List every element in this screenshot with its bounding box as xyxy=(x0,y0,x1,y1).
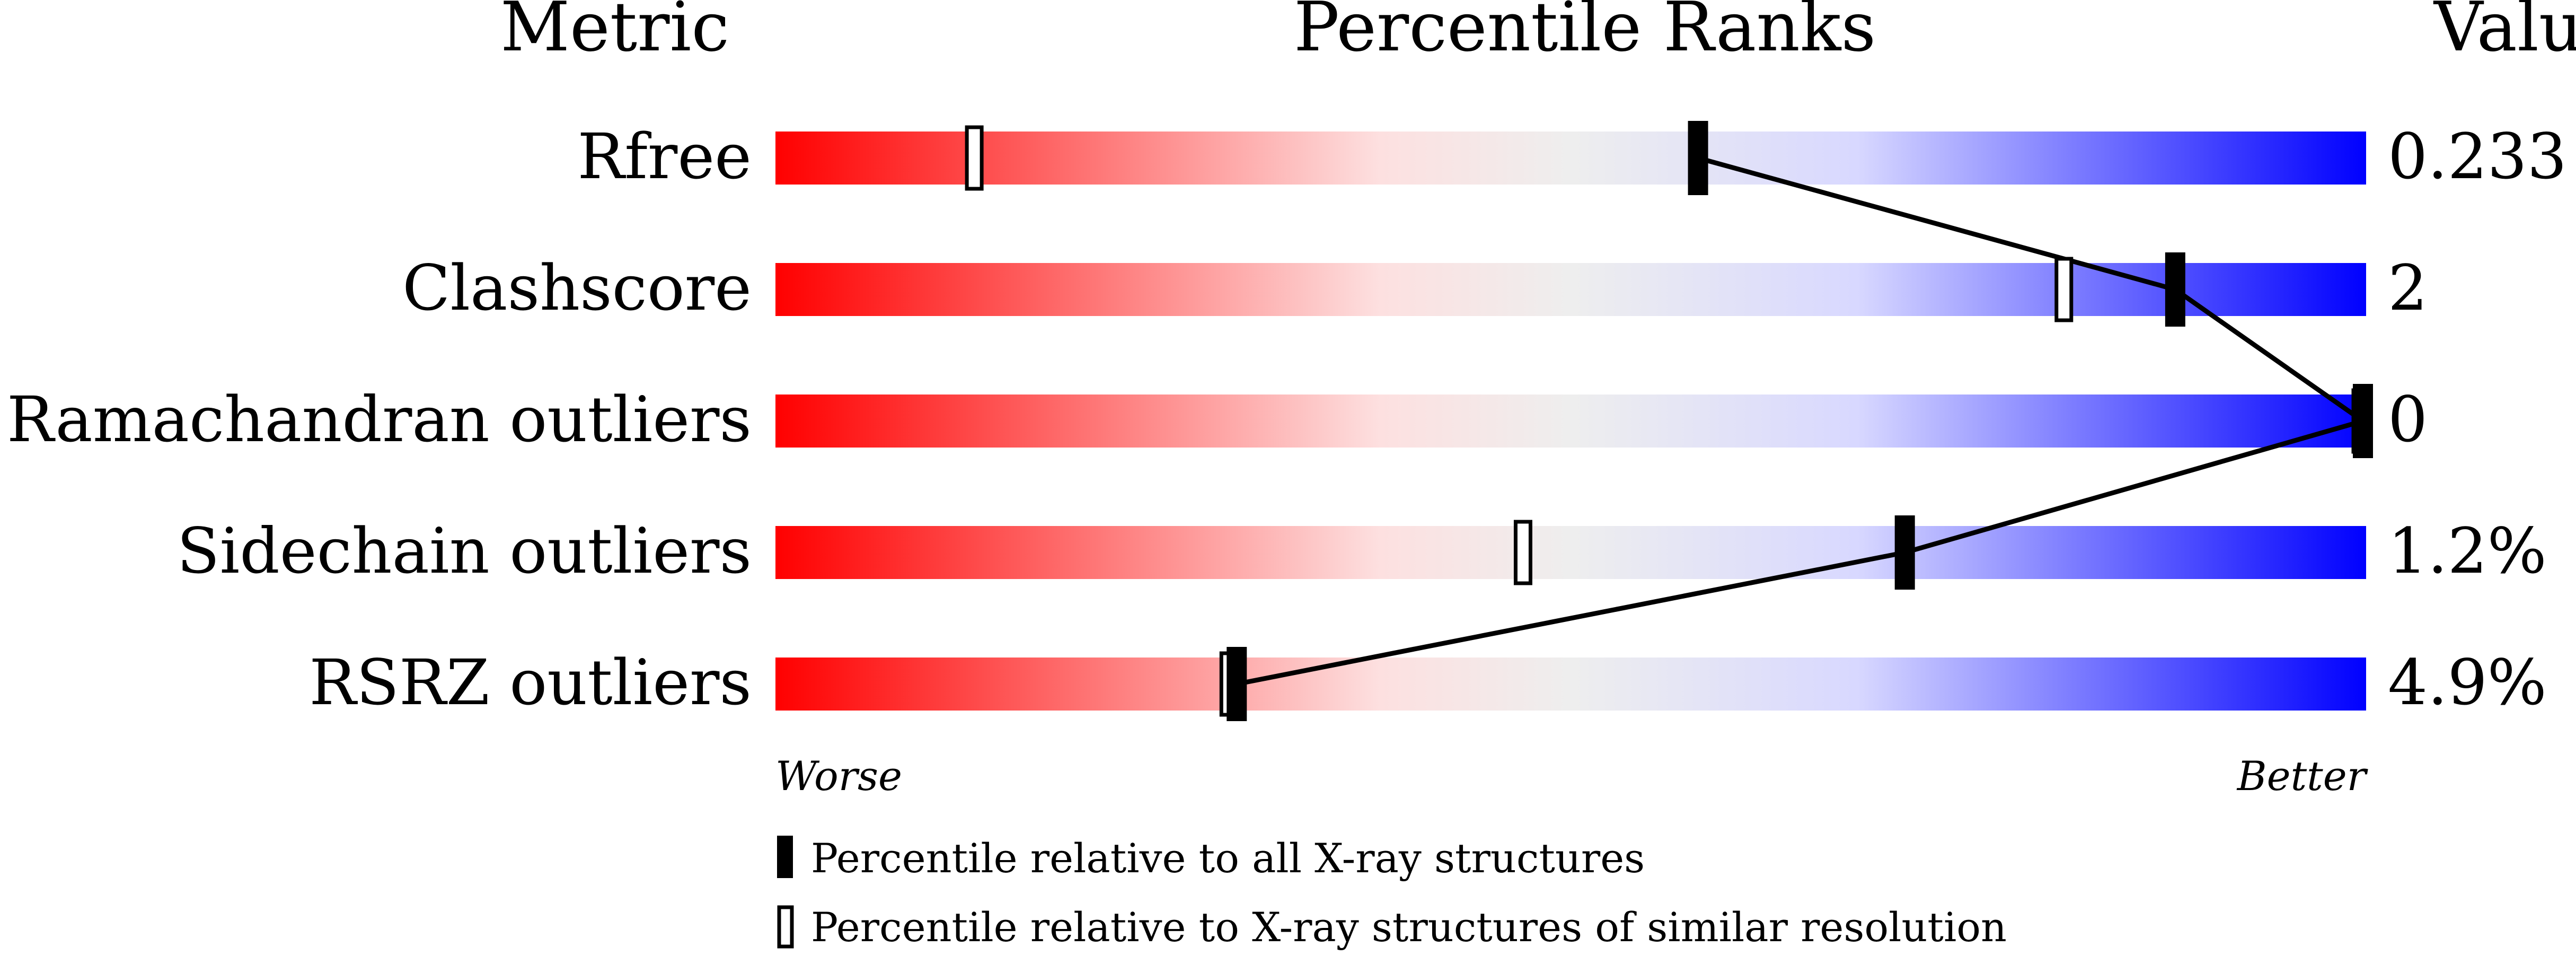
all-structures-marker xyxy=(1894,515,1915,590)
percentile-bar xyxy=(775,263,2366,316)
axis-worse-label: Worse xyxy=(775,752,902,800)
percentile-bar xyxy=(775,658,2366,711)
legend-all-structures: Percentile relative to all X-ray structu… xyxy=(811,835,1645,882)
all-structures-marker xyxy=(1227,647,1247,721)
similar-resolution-marker xyxy=(1513,520,1532,585)
percentile-bar xyxy=(775,132,2366,185)
header-value: Value xyxy=(2433,0,2576,67)
header-metric: Metric xyxy=(500,0,729,67)
metric-label: RSRZ outliers xyxy=(309,646,752,719)
header-percentile-ranks: Percentile Ranks xyxy=(1294,0,1876,67)
axis-better-label: Better xyxy=(2236,752,2369,800)
metric-value: 0 xyxy=(2388,383,2428,456)
metric-label: Rfree xyxy=(577,120,752,193)
similar-resolution-marker xyxy=(2054,257,2074,322)
metric-value: 4.9% xyxy=(2388,646,2547,719)
all-structures-marker xyxy=(1688,121,1708,195)
metric-value: 1.2% xyxy=(2388,514,2547,588)
metric-value: 0.233 xyxy=(2388,120,2567,193)
metric-label: Ramachandran outliers xyxy=(7,383,752,456)
metric-label: Clashscore xyxy=(402,251,752,325)
percentile-bar xyxy=(775,526,2366,579)
legend-similar-resolution: Percentile relative to X-ray structures … xyxy=(811,904,2007,951)
metric-value: 2 xyxy=(2388,251,2428,325)
legend-hollow-marker-icon xyxy=(777,905,794,949)
metric-label: Sidechain outliers xyxy=(177,514,752,588)
all-structures-marker xyxy=(2353,384,2373,458)
legend-filled-marker-icon xyxy=(777,836,793,878)
all-structures-marker xyxy=(2165,252,2185,327)
similar-resolution-marker xyxy=(965,125,984,191)
percentile-bar xyxy=(775,395,2366,448)
